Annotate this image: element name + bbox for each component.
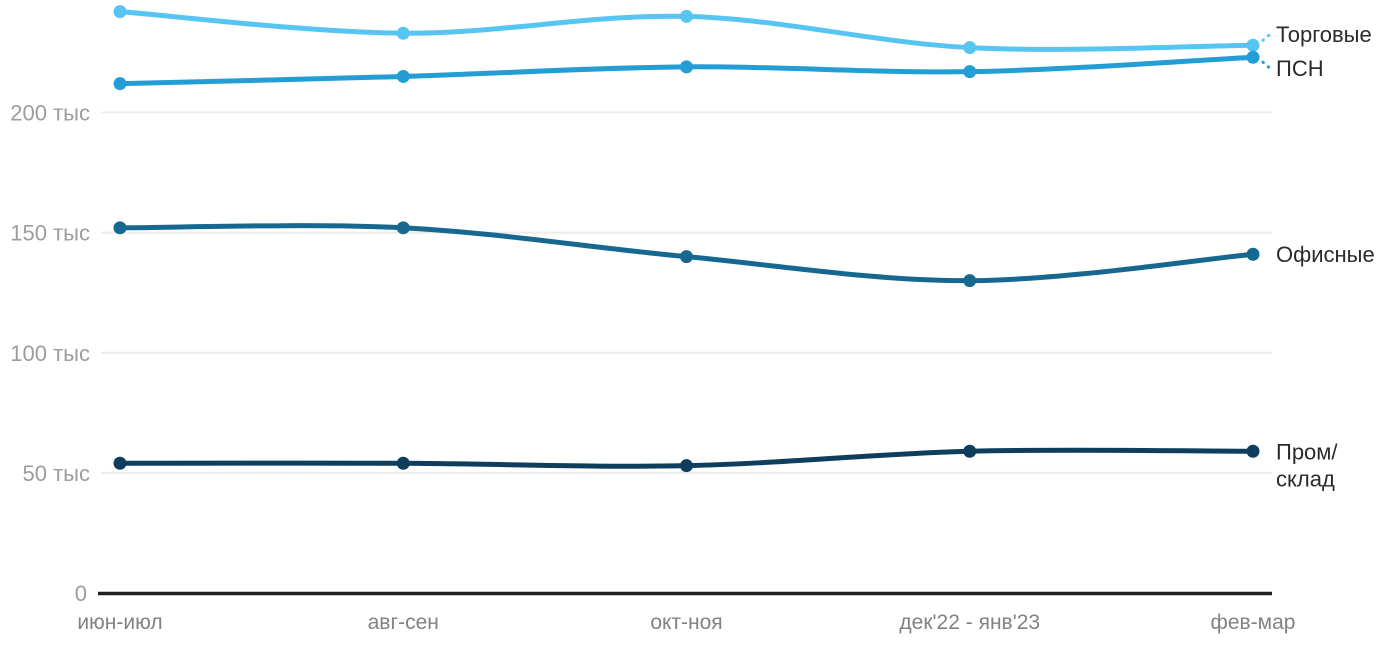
leader-line-psn (1261, 60, 1272, 70)
data-point-psn-1 (396, 69, 410, 83)
data-point-ofisnye-4 (1246, 247, 1260, 261)
x-tick-label-3: дек'22 - янв'23 (899, 611, 1040, 634)
data-point-torgovye-1 (396, 26, 410, 40)
y-tick-label-150: 150 тыс (10, 221, 90, 246)
data-point-torgovye-3 (963, 41, 977, 55)
x-tick-label-0: июн-июл (77, 611, 162, 634)
series-label-psn: ПСН (1276, 56, 1324, 81)
data-point-psn-0 (113, 77, 127, 91)
leader-line-torgovye (1261, 32, 1272, 42)
data-point-torgovye-4 (1246, 38, 1260, 52)
y-tick-label-200: 200 тыс (10, 101, 90, 126)
data-point-prom-sklad-1 (396, 456, 410, 470)
data-point-prom-sklad-2 (680, 459, 693, 473)
series-label-prom-sklad-line1: Пром/ (1276, 439, 1338, 464)
data-point-torgovye-0 (113, 5, 127, 19)
data-point-torgovye-2 (680, 9, 693, 23)
series-label-prom-sklad-line2: склад (1276, 466, 1335, 491)
data-point-ofisnye-0 (113, 221, 127, 235)
x-tick-label-4: фев-мар (1211, 611, 1296, 634)
data-point-prom-sklad-4 (1246, 444, 1260, 458)
y-tick-label-0: 0 (75, 581, 87, 606)
data-point-prom-sklad-3 (963, 444, 977, 458)
y-tick-label-50: 50 тыс (23, 461, 90, 486)
data-point-ofisnye-3 (963, 274, 977, 288)
series-label-ofisnye: Офисные (1276, 242, 1375, 267)
data-point-ofisnye-2 (680, 250, 693, 264)
data-point-ofisnye-1 (396, 221, 410, 235)
data-point-prom-sklad-0 (113, 456, 127, 470)
data-point-psn-3 (963, 65, 977, 79)
x-tick-label-2: окт-ноя (650, 611, 722, 634)
data-point-psn-4 (1246, 50, 1260, 64)
y-tick-label-100: 100 тыс (10, 341, 90, 366)
x-tick-label-1: авг-сен (368, 611, 439, 634)
series-label-torgovye: Торговые (1276, 22, 1372, 47)
data-point-psn-2 (680, 60, 693, 74)
